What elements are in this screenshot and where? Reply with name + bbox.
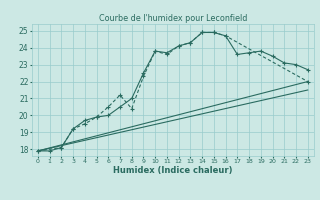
X-axis label: Humidex (Indice chaleur): Humidex (Indice chaleur): [113, 166, 233, 175]
Title: Courbe de l'humidex pour Leconfield: Courbe de l'humidex pour Leconfield: [99, 14, 247, 23]
